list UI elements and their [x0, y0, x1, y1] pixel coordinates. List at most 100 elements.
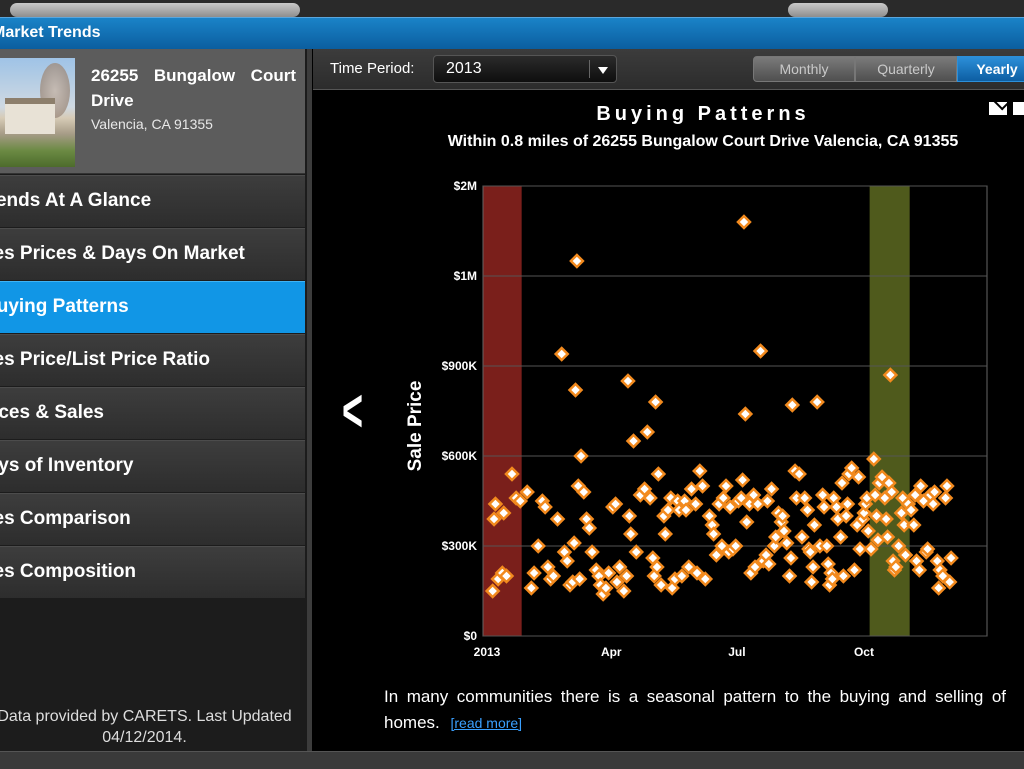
sale-point[interactable] [530, 538, 547, 554]
menu-item-trends-at-a-glance[interactable]: Trends At A Glance [0, 175, 305, 227]
sale-point[interactable] [733, 490, 749, 506]
sale-point[interactable] [738, 514, 755, 530]
sale-point[interactable] [649, 559, 665, 575]
sale-point[interactable] [512, 493, 529, 509]
sale-point[interactable] [622, 526, 639, 542]
sale-point[interactable] [680, 559, 697, 575]
sale-point[interactable] [926, 484, 943, 500]
sale-point[interactable] [581, 520, 598, 536]
sale-point[interactable] [888, 559, 904, 575]
sale-point[interactable] [549, 511, 566, 527]
sale-point[interactable] [783, 550, 799, 566]
sale-point[interactable] [903, 502, 919, 518]
sale-point[interactable] [616, 583, 632, 599]
sale-point[interactable] [930, 580, 947, 596]
print-icon[interactable] [1013, 102, 1024, 115]
sale-point[interactable] [722, 499, 738, 515]
sale-point[interactable] [647, 394, 664, 410]
sale-point[interactable] [559, 553, 575, 569]
segment-quarterly[interactable]: Quarterly [855, 56, 957, 82]
sale-point[interactable] [621, 508, 638, 524]
toolbar-buttons-fragment[interactable] [788, 3, 888, 17]
sale-point[interactable] [486, 511, 502, 527]
sale-point[interactable] [835, 568, 852, 584]
sale-point[interactable] [839, 496, 856, 512]
sale-point[interactable] [504, 466, 520, 482]
sale-point[interactable] [779, 535, 795, 551]
sale-point[interactable] [571, 571, 588, 587]
menu-item-days-of-inventory[interactable]: Days of Inventory [0, 440, 305, 492]
sale-point[interactable] [526, 565, 542, 581]
sale-point[interactable] [907, 487, 923, 503]
sale-point[interactable] [566, 535, 582, 551]
sale-point[interactable] [925, 496, 941, 512]
menu-item-sales-price-list-ratio[interactable]: Sales Price/List Price Ratio [0, 334, 305, 386]
menu-item-sales-prices-days[interactable]: Sales Prices & Days On Market [0, 228, 305, 280]
sale-point[interactable] [653, 577, 669, 593]
sale-point[interactable] [814, 487, 831, 503]
sale-point[interactable] [519, 484, 535, 500]
sale-point[interactable] [734, 472, 751, 488]
property-card[interactable]: 26255 Bungalow Court Drive Valencia, CA … [0, 49, 305, 174]
sale-point[interactable] [941, 574, 958, 590]
sale-point[interactable] [576, 484, 592, 500]
sale-point[interactable] [495, 505, 512, 521]
menu-item-sales-composition[interactable]: Sales Composition [0, 546, 305, 598]
sale-point[interactable] [618, 568, 635, 584]
menu-item-prices-sales[interactable]: Prices & Sales [0, 387, 305, 439]
sale-point[interactable] [850, 469, 867, 485]
sale-point[interactable] [878, 511, 894, 527]
sale-point[interactable] [767, 529, 784, 545]
sale-point[interactable] [819, 538, 835, 554]
sale-point[interactable] [805, 559, 821, 575]
sale-point[interactable] [697, 571, 714, 587]
sale-point[interactable] [727, 538, 744, 554]
sale-point[interactable] [761, 556, 777, 572]
sale-point[interactable] [598, 580, 614, 596]
menu-item-buying-patterns[interactable]: Buying Patterns [0, 281, 305, 333]
sale-point[interactable] [939, 478, 955, 494]
sale-point[interactable] [863, 541, 879, 557]
read-more-link[interactable]: [read more] [450, 715, 523, 731]
sale-point[interactable] [796, 490, 813, 506]
sale-point[interactable] [879, 529, 896, 545]
sale-point[interactable] [607, 496, 624, 512]
sale-point[interactable] [763, 481, 780, 497]
sale-point[interactable] [674, 568, 690, 584]
sale-point[interactable] [537, 499, 553, 515]
sale-point[interactable] [890, 538, 907, 554]
sale-point[interactable] [774, 508, 791, 524]
sale-point[interactable] [692, 463, 708, 479]
sale-point[interactable] [860, 523, 877, 539]
sale-point[interactable] [718, 478, 734, 494]
sale-point[interactable] [883, 484, 900, 500]
sale-point[interactable] [545, 568, 562, 584]
sale-point[interactable] [689, 565, 705, 581]
sale-point[interactable] [600, 565, 617, 581]
sale-point[interactable] [806, 517, 823, 533]
time-period-select[interactable]: 2013 [433, 55, 617, 83]
sale-point[interactable] [799, 502, 816, 518]
sale-point[interactable] [687, 496, 704, 512]
sale-point[interactable] [919, 541, 936, 557]
sale-point[interactable] [937, 490, 954, 506]
sale-point[interactable] [625, 433, 642, 449]
sale-point[interactable] [636, 481, 653, 497]
sale-point[interactable] [912, 478, 929, 494]
sale-point[interactable] [911, 562, 928, 578]
sale-point[interactable] [611, 559, 628, 575]
sale-point[interactable] [705, 526, 722, 542]
sale-point[interactable] [487, 496, 504, 512]
sale-point[interactable] [838, 508, 854, 524]
sale-point[interactable] [832, 529, 849, 545]
sale-point[interactable] [747, 559, 763, 575]
sale-point[interactable] [639, 424, 656, 440]
sale-point[interactable] [882, 367, 899, 383]
email-icon[interactable] [989, 102, 1007, 115]
sale-point[interactable] [584, 544, 600, 560]
sale-point[interactable] [484, 583, 501, 599]
sale-point[interactable] [781, 568, 798, 584]
sale-point[interactable] [791, 466, 807, 482]
sale-point[interactable] [866, 451, 882, 467]
sale-point[interactable] [809, 394, 825, 410]
